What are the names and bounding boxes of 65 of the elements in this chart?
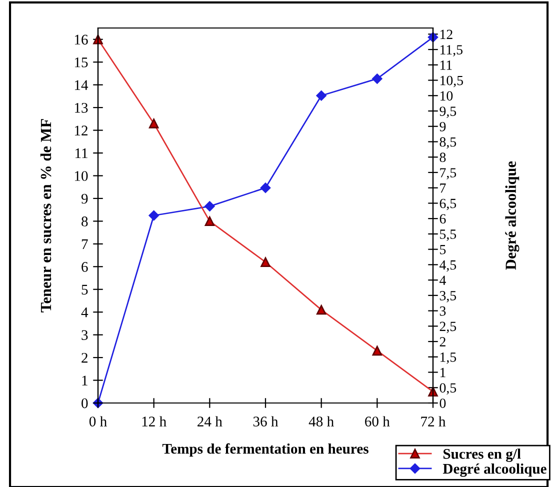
y2-tick-label: 0,5 bbox=[440, 383, 456, 395]
y-tick-label: 8 bbox=[82, 216, 88, 226]
y2-tick-label: 8 bbox=[440, 152, 446, 162]
x-tick-label: 24 h bbox=[198, 416, 222, 426]
y2-tick-label: 7,5 bbox=[440, 168, 456, 180]
y-tick-label: 3 bbox=[82, 330, 88, 340]
y2-tick-label: 9,5 bbox=[440, 106, 456, 118]
y2-tick-label: 4,5 bbox=[440, 260, 456, 272]
point bbox=[204, 216, 215, 226]
y-tick-label: 1 bbox=[82, 376, 88, 386]
point bbox=[148, 210, 159, 221]
y2-tick-label: 3,5 bbox=[440, 291, 456, 302]
y2-tick-label: 10 bbox=[440, 91, 453, 101]
legend-label: Degré alcoolique bbox=[442, 463, 546, 477]
y2-tick-label: 4 bbox=[440, 276, 446, 285]
y2-tick-label: 10,5 bbox=[440, 76, 464, 88]
y2-tick-label: 2,5 bbox=[440, 322, 456, 334]
y2-axis-title: Degré alcoolique bbox=[505, 161, 520, 270]
point bbox=[260, 257, 270, 267]
y-tick-label: 11 bbox=[76, 148, 88, 158]
x-tick-label: 60 h bbox=[365, 416, 390, 426]
y2-tick-label: 11 bbox=[440, 60, 452, 70]
point bbox=[316, 90, 326, 101]
y2-tick-label: 5,5 bbox=[440, 230, 456, 241]
y2-tick-label: 9 bbox=[440, 122, 446, 132]
y-tick-label: 15 bbox=[74, 58, 88, 68]
y-axis-title: Teneur en sucres en % de MF bbox=[40, 119, 52, 312]
x-tick-label: 36 h bbox=[253, 416, 278, 426]
legend-label: Sucres en g/l bbox=[443, 448, 521, 462]
point bbox=[148, 118, 159, 128]
y2-tick-label: 2 bbox=[440, 337, 446, 346]
x-tick-label: 0 h bbox=[89, 416, 107, 426]
y-tick-label: 4 bbox=[81, 308, 88, 318]
y-tick-label: 13 bbox=[74, 102, 88, 113]
y-tick-label: 7 bbox=[82, 239, 88, 249]
x-tick-label: 48 h bbox=[308, 416, 334, 426]
point bbox=[428, 32, 438, 42]
point bbox=[204, 201, 215, 212]
y2-tick-label: 5 bbox=[440, 245, 446, 254]
y-tick-label: 2 bbox=[82, 352, 88, 363]
y-tick-label: 10 bbox=[74, 171, 88, 181]
y2-tick-label: 1 bbox=[440, 368, 446, 378]
x-axis-title: Temps de fermentation en heures bbox=[162, 443, 368, 457]
y2-tick-label: 7 bbox=[440, 184, 446, 193]
y2-tick-label: 12 bbox=[440, 30, 452, 39]
y-tick-label: 6 bbox=[82, 262, 88, 272]
point bbox=[372, 346, 382, 356]
y2-tick-label: 0 bbox=[440, 398, 446, 408]
point bbox=[372, 74, 382, 84]
x-tick-label: 12 h bbox=[142, 416, 166, 426]
y2-tick-label: 1,5 bbox=[440, 352, 456, 364]
y-tick-label: 14 bbox=[74, 80, 88, 90]
y-tick-label: 9 bbox=[81, 194, 88, 204]
point bbox=[260, 182, 271, 193]
y2-tick-label: 11,5 bbox=[440, 45, 462, 56]
y2-tick-label: 6,5 bbox=[440, 198, 456, 210]
y2-tick-label: 3 bbox=[440, 306, 446, 316]
y-tick-label: 12 bbox=[74, 126, 88, 136]
y-tick-label: 5 bbox=[82, 284, 88, 295]
x-tick-label: 72 h bbox=[421, 416, 446, 426]
y2-tick-label: 8,5 bbox=[440, 137, 456, 149]
y-tick-label: 16 bbox=[74, 34, 88, 45]
point bbox=[316, 304, 326, 315]
y-tick-label: 0 bbox=[82, 398, 88, 408]
y2-tick-label: 6 bbox=[440, 214, 446, 224]
